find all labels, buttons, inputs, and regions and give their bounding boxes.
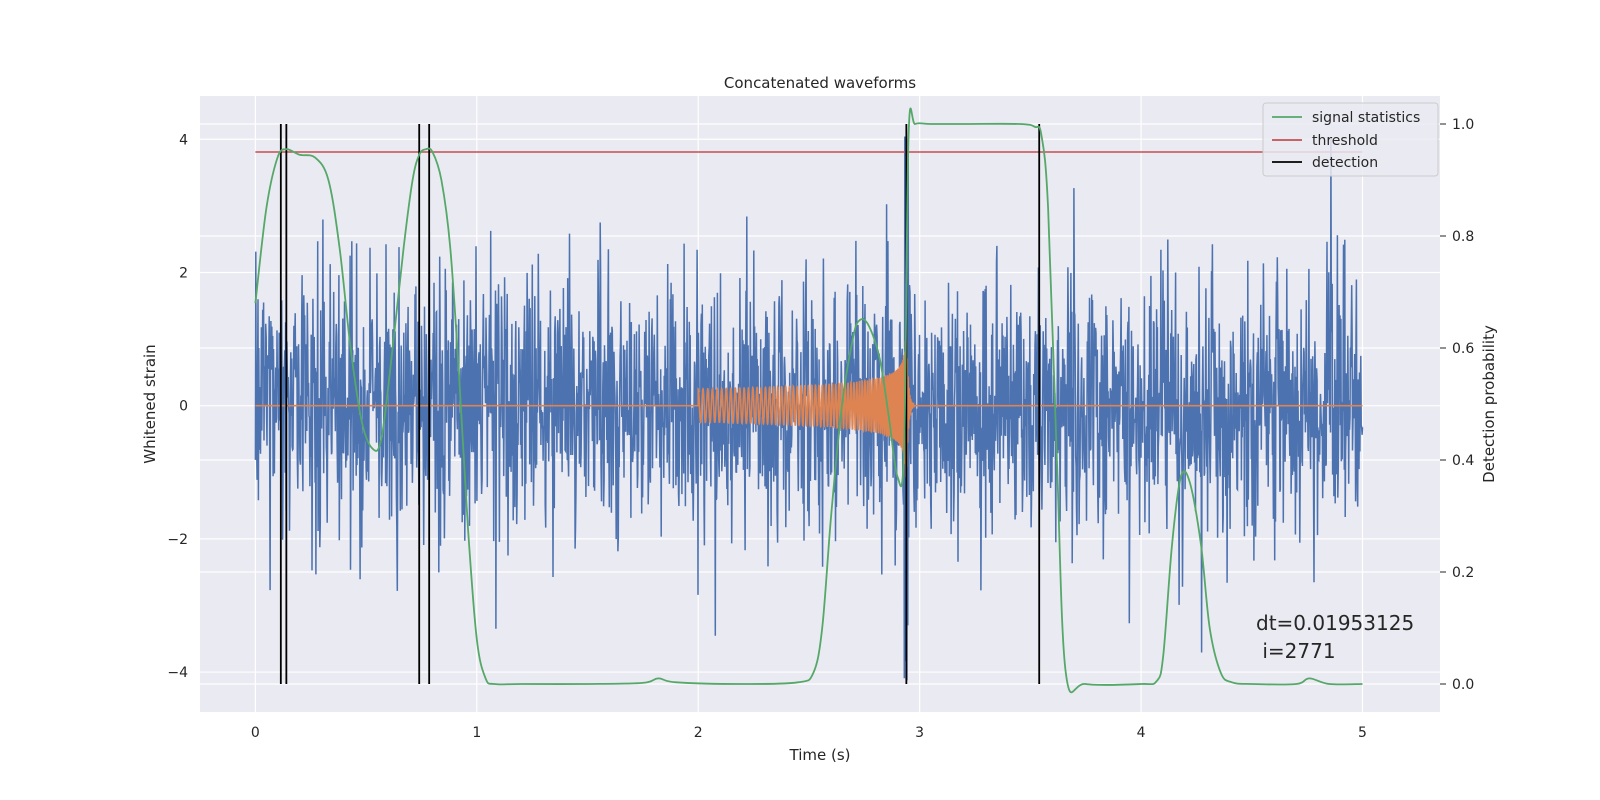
grid xyxy=(200,96,1440,712)
annotation-line-1: dt=0.01953125 xyxy=(1256,611,1414,635)
y-right-tick-label: 0.8 xyxy=(1452,229,1474,245)
y-right-tick-label: 0.0 xyxy=(1452,677,1474,693)
legend-label-threshold: threshold xyxy=(1312,133,1378,149)
y-axis-label-right: Detection probability xyxy=(1480,325,1498,483)
x-tick-label: 4 xyxy=(1137,725,1146,741)
tick-labels: 0 1 2 3 4 5 −4 −2 0 2 4 0.0 0.2 0.4 0.6 0.8 1.0 xyxy=(167,117,1474,741)
annotation: dt=0.01953125 i=2771 xyxy=(1256,611,1414,663)
x-tick-label: 1 xyxy=(472,725,481,741)
annotation-line-2: i=2771 xyxy=(1256,639,1336,663)
legend-label-signal-statistics: signal statistics xyxy=(1312,110,1420,126)
y-right-tick-label: 1.0 xyxy=(1452,117,1474,133)
legend-box xyxy=(1262,102,1439,177)
legend-label-detection: detection xyxy=(1312,155,1378,171)
x-tick-label: 3 xyxy=(915,725,924,741)
y-left-tick-label: −2 xyxy=(167,532,188,548)
x-tick-label: 2 xyxy=(694,725,703,741)
series-whitened-strain xyxy=(254,136,1364,681)
y-right-tick-label: 0.2 xyxy=(1452,565,1474,581)
y-left-tick-label: 4 xyxy=(179,132,188,148)
series-waveform xyxy=(255,327,1363,478)
y-axis-label-left: Whitened strain xyxy=(141,344,159,463)
chart-title: Concatenated waveforms xyxy=(724,74,916,92)
data-layer xyxy=(254,107,1364,694)
y-left-tick-label: 0 xyxy=(179,399,188,415)
x-axis-label: Time (s) xyxy=(789,746,851,764)
y-left-tick-label: −4 xyxy=(167,665,188,681)
x-tick-label: 0 xyxy=(251,725,260,741)
series-signal-statistics xyxy=(254,107,1363,694)
legend: signal statistics threshold detection xyxy=(1262,102,1439,177)
y-right-tick-label: 0.4 xyxy=(1452,453,1474,469)
x-tick-label: 5 xyxy=(1358,725,1367,741)
y-left-tick-label: 2 xyxy=(179,265,188,281)
y-right-tick-label: 0.6 xyxy=(1452,341,1474,357)
